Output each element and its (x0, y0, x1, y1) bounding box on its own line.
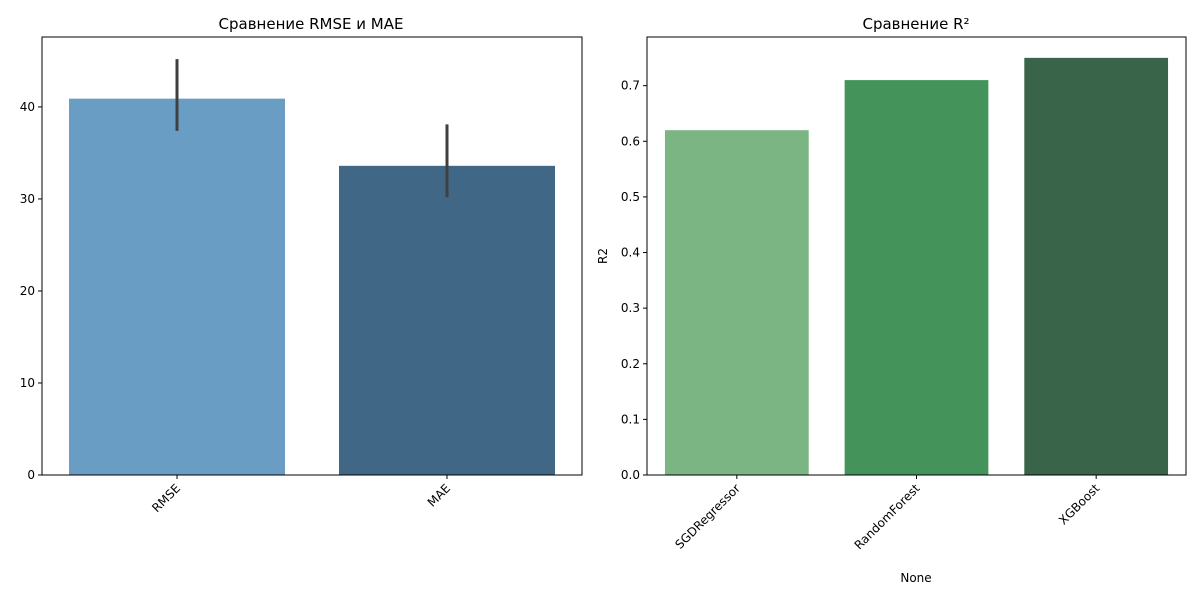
r2-chart: Сравнение R² 0.0 0.1 0.2 0.3 0.4 0.5 0.6 0.7 SGD… (596, 15, 1187, 585)
y-tick-label: 20 (20, 284, 35, 298)
y-tick-label: 40 (20, 100, 35, 114)
chart-title: Сравнение R² (862, 15, 969, 33)
y-tick-label: 30 (20, 192, 35, 206)
x-tick-label: MAE (425, 481, 453, 509)
y-tick-label: 0.6 (621, 134, 640, 148)
bar-randomforest (844, 80, 989, 475)
bar-mae (339, 165, 555, 475)
plot-area: 0.0 0.1 0.2 0.3 0.4 0.5 0.6 0.7 SGDRegressor Rand… (621, 36, 1187, 552)
y-axis-label: R2 (596, 248, 610, 264)
axes-frame (41, 36, 583, 476)
x-tick-label: RandomForest (852, 481, 923, 552)
x-tick-label: XGBoost (1056, 481, 1102, 527)
y-tick-label: 10 (20, 376, 35, 390)
y-tick-label: 0.1 (621, 412, 640, 426)
x-axis-label: None (900, 571, 931, 585)
x-tick-label: SGDRegressor (672, 481, 743, 552)
y-tick-label: 0.5 (621, 190, 640, 204)
x-tick-label: RMSE (149, 481, 183, 515)
y-tick-label: 0.7 (621, 79, 640, 93)
y-tick-label: 0.4 (621, 246, 640, 260)
bar-rmse (69, 98, 285, 476)
chart-title: Сравнение RMSE и MAE (219, 15, 404, 33)
y-tick-label: 0.3 (621, 301, 640, 315)
bar-sgdregressor (664, 130, 809, 475)
bar-xgboost (1024, 57, 1169, 475)
rmse-mae-chart: Сравнение RMSE и MAE 0 10 20 30 40 RMSE MAE (20, 15, 583, 515)
y-tick-label: 0 (27, 468, 35, 482)
plot-area: 0 10 20 30 40 RMSE MAE (20, 36, 583, 515)
y-tick-label: 0.2 (621, 357, 640, 371)
y-tick-label: 0.0 (621, 468, 640, 482)
